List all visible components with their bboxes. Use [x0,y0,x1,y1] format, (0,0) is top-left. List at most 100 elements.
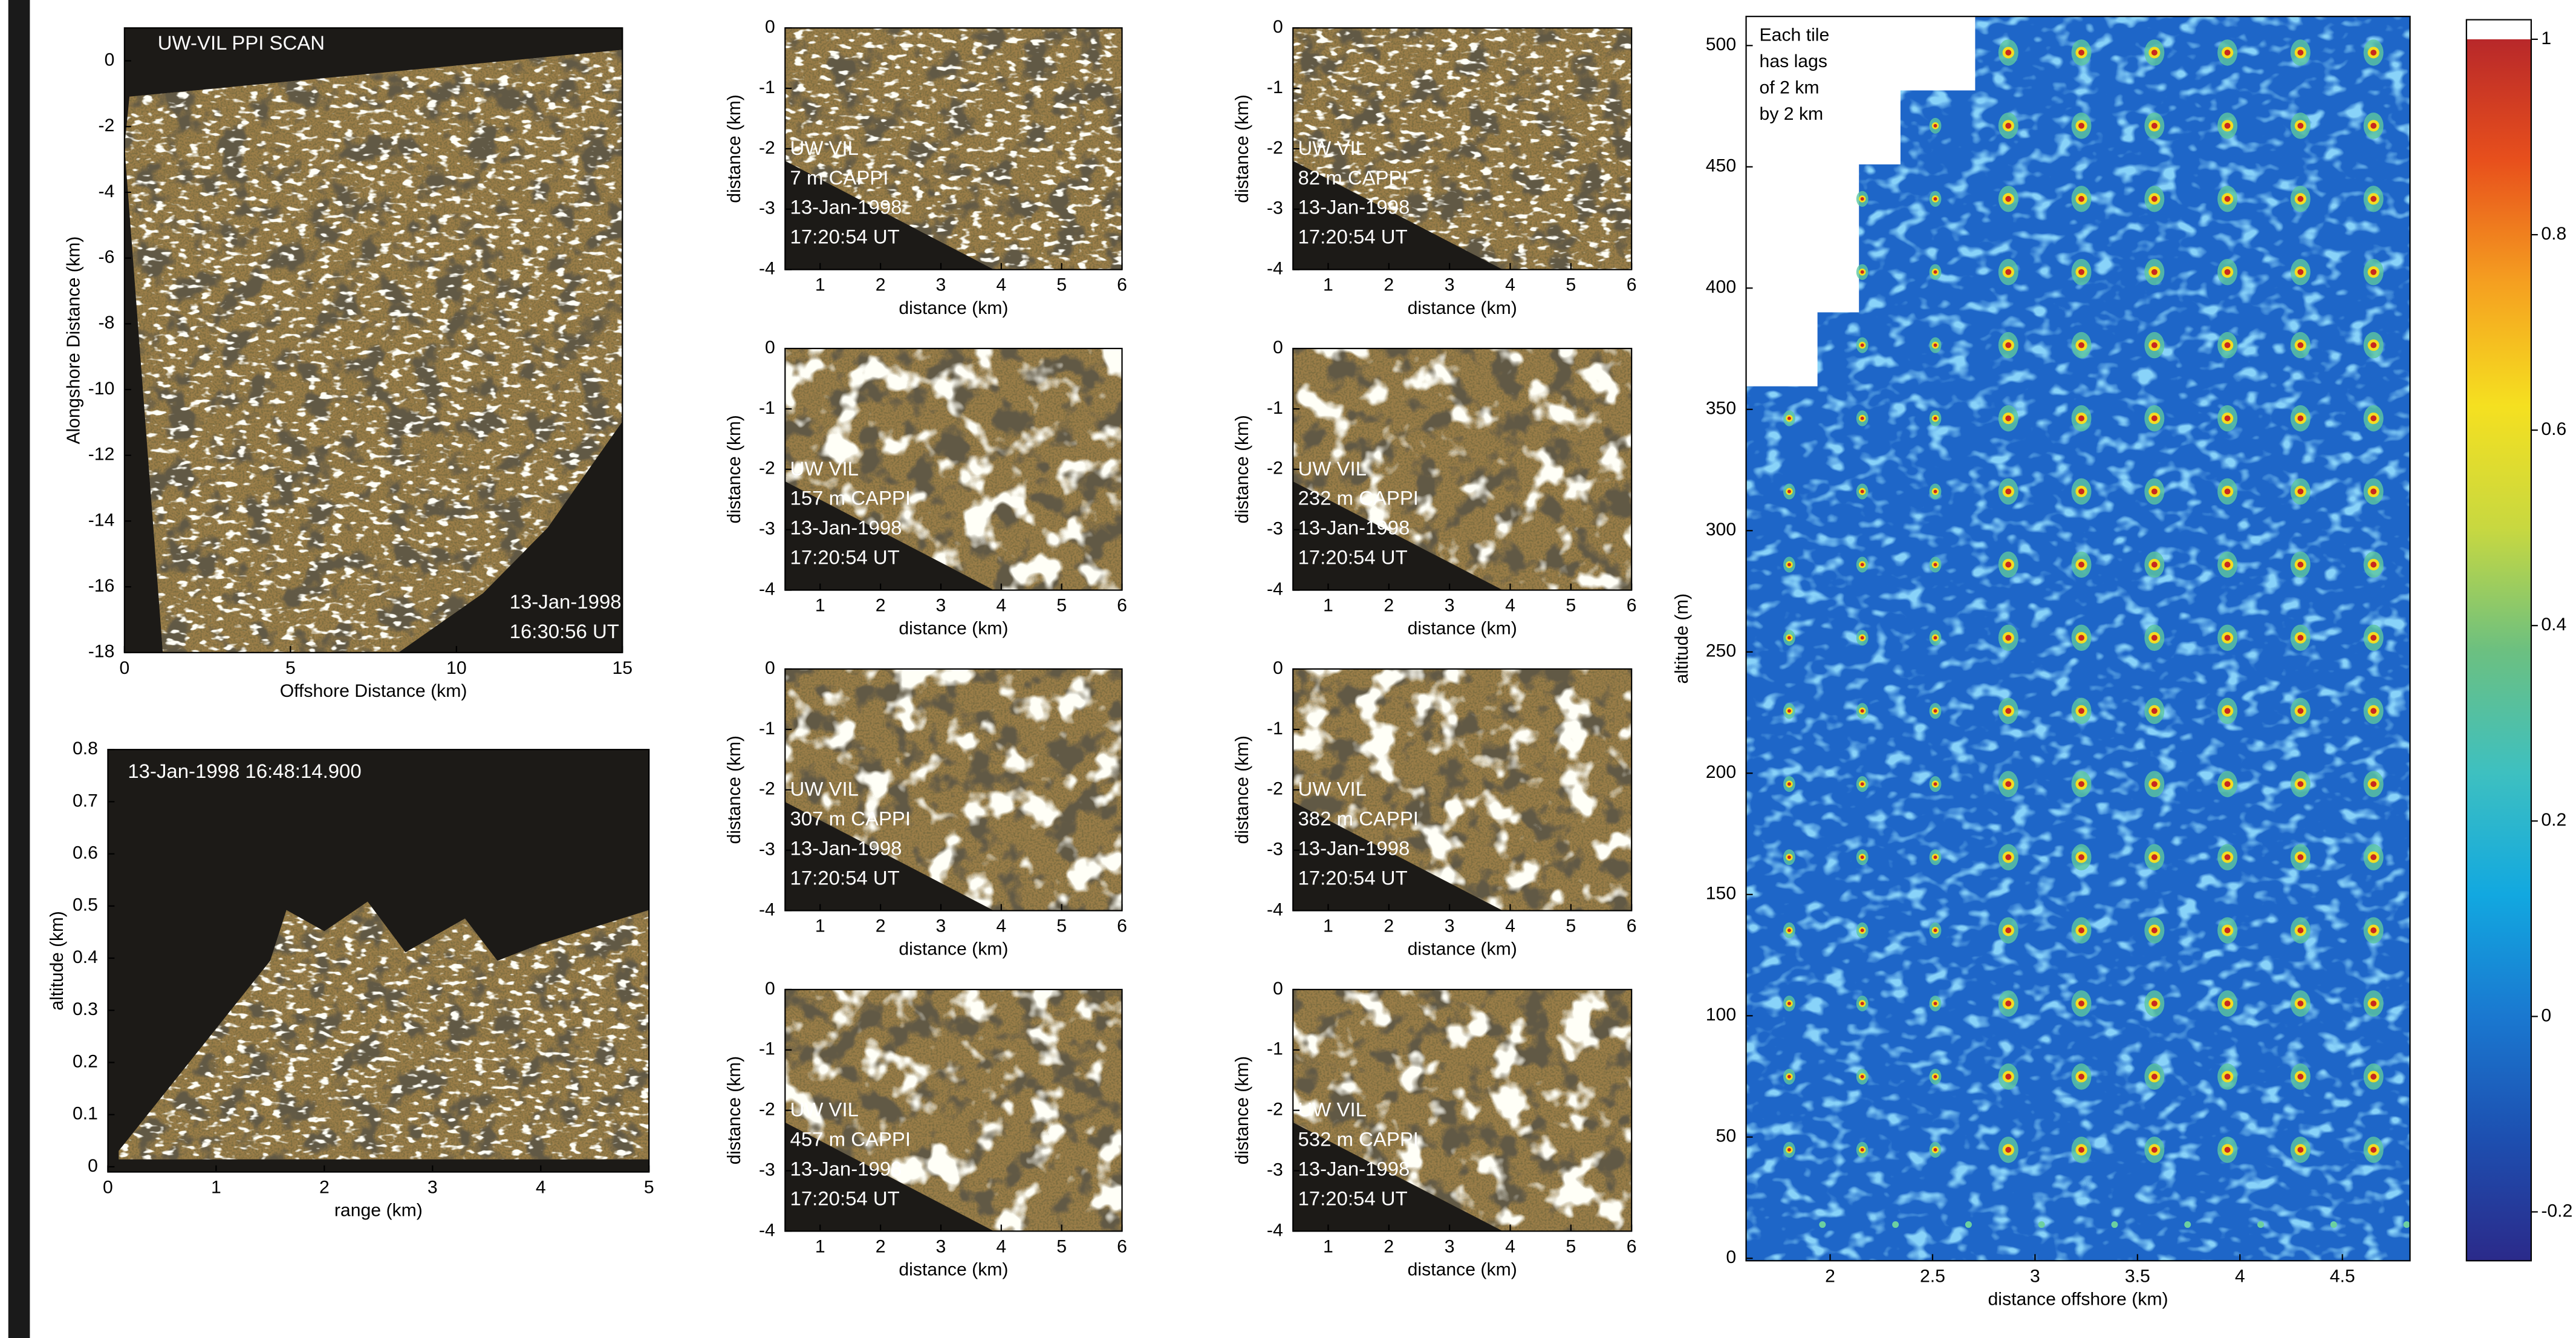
y-tick-label: -0.2 [2541,1201,2572,1221]
x-tick-label: 4 [1505,596,1515,616]
y-tick-label: -18 [88,642,115,662]
colorbar-fill [2467,39,2531,1261]
y-tick-label: -2 [1267,1100,1283,1120]
y-tick-label: -3 [759,840,775,860]
tile-peak [1861,197,1864,201]
y-tick-label: -4 [759,899,775,919]
tile-peak [2225,489,2231,495]
x-tick-label: 1 [815,596,825,616]
tile-peak [1934,1002,1937,1005]
y-tick-label: 0.8 [73,739,98,759]
annotation: 307 m CAPPI [790,808,911,830]
tile-peak [1861,855,1864,859]
panel-image: 1234560-1-2-3-4distance (km)distance (km… [724,658,1127,959]
tile-peak [2297,854,2303,860]
annotation: UW VIL [1298,457,1366,480]
tile-peak [2297,196,2303,202]
tile-peak [2005,342,2011,348]
tile-peak [2370,927,2376,933]
y-tick-label: 50 [1716,1126,1737,1146]
annotation: 17:20:54 UT [1298,226,1407,248]
annotation: UW VIL [1298,778,1366,800]
tile-peak [2078,50,2084,56]
x-tick-label: 4 [996,596,1006,616]
side-strip [8,0,30,1338]
annotation: UW VIL [1298,1098,1366,1121]
tile-peak [1787,417,1791,420]
x-tick-label: 5 [1056,916,1067,936]
tile-peak [2078,781,2084,787]
annotation: UW VIL [790,457,859,480]
x-tick-label: 4 [1505,275,1515,295]
annotation: 157 m CAPPI [790,487,911,509]
tile-peak [1787,855,1791,859]
tile-peak [2005,416,2011,422]
tile-peak [2297,1000,2303,1007]
tile-peak [2225,562,2231,568]
annotation: UW VIL [790,1098,859,1121]
x-tick-label: 5 [1566,916,1576,936]
tile-peak [2225,416,2231,422]
annotation: 13-Jan-1998 [790,1158,902,1180]
y-tick-label: 0.4 [73,947,98,967]
y-tick-label: -2 [99,116,115,135]
tile-peak [2225,854,2231,860]
tile-peak [2225,708,2231,714]
tile-peak [1861,1075,1864,1079]
y-tick-label: -1 [1267,1039,1283,1059]
x-tick-label: 6 [1627,596,1637,616]
y-tick-label: -12 [88,445,115,465]
tile-peak [2005,635,2011,641]
x-tick-label: 2 [1825,1266,1835,1286]
y-tick-label: 0.1 [73,1104,98,1124]
y-tick-label: -1 [1267,77,1283,97]
y-tick-label: -1 [1267,719,1283,739]
annotation: 7 m CAPPI [790,166,889,189]
band-peak [1892,1221,1899,1228]
y-axis-label: distance (km) [1232,1056,1252,1164]
annotation: 17:20:54 UT [790,867,900,889]
tile-peak [1934,344,1937,347]
tile-peak [2078,854,2084,860]
tile-peak [2297,927,2303,933]
x-axis-label: distance (km) [899,939,1008,959]
x-tick-label: 6 [1627,916,1637,936]
tile-peak [2297,562,2303,568]
x-axis-label: distance (km) [1408,939,1517,959]
y-tick-label: -4 [1267,259,1283,279]
y-tick-label: -1 [759,1039,775,1059]
tile-peak [2297,1147,2303,1153]
annotation: 17:20:54 UT [1298,546,1407,569]
tile-peak [1861,270,1864,274]
y-tick-label: 0.4 [2541,615,2566,635]
tile-peak [2297,269,2303,275]
annotation: UW VIL [790,137,859,159]
tile-peak [2078,342,2084,348]
panel-image: 1234560-1-2-3-4distance (km)distance (km… [724,17,1127,318]
y-tick-label: 0 [765,979,775,999]
y-tick-label: -3 [759,1160,775,1180]
x-tick-label: 4.5 [2330,1266,2355,1286]
figure: 051015-18-16-14-12-10-8-6-4-20Offshore D… [0,0,2576,1338]
x-tick-label: 6 [1627,1237,1637,1257]
y-tick-label: -2 [759,1100,775,1120]
y-axis-label: distance (km) [724,94,744,203]
x-tick-label: 3 [936,916,946,936]
y-tick-label: 400 [1706,277,1736,297]
x-tick-label: 2 [876,596,886,616]
x-tick-label: 0 [103,1178,113,1198]
tile-peak [2297,1074,2303,1080]
x-axis-label: distance (km) [1408,1260,1517,1280]
y-tick-label: 0 [1273,17,1283,37]
annotation: 13-Jan-1998 [790,196,902,218]
panel-image: 01234500.10.20.30.40.50.60.70.8range (km… [47,739,654,1220]
tile-peak [2005,123,2011,129]
band-peak [1819,1221,1826,1228]
y-axis-label: distance (km) [1232,415,1252,523]
tile-peak [1934,709,1937,713]
tile-peak [2225,50,2231,56]
tile-peak [2078,489,2084,495]
x-tick-label: 3 [936,1237,946,1257]
